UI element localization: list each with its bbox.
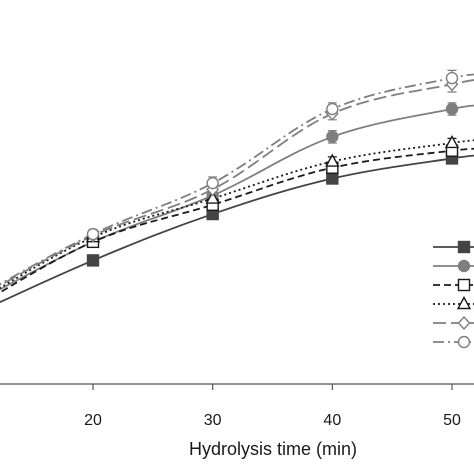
series-line-5 (0, 79, 474, 287)
data-point (326, 102, 339, 116)
data-markers (85, 71, 460, 267)
data-point (325, 153, 340, 167)
legend (433, 240, 474, 349)
legend-marker-3 (457, 278, 471, 292)
series-line-3 (0, 147, 474, 294)
error-bars (88, 69, 457, 266)
legend-marker-6 (457, 335, 471, 349)
data-point (206, 176, 219, 190)
x-tick-label: 30 (204, 412, 222, 429)
data-point (445, 71, 459, 85)
x-tick-label: 40 (323, 412, 341, 429)
x-tick-label: 20 (84, 412, 102, 429)
series-line-2 (0, 104, 474, 291)
series-lines (0, 73, 474, 304)
data-point (86, 227, 100, 241)
legend-marker-4 (456, 296, 472, 310)
legend-marker-5 (457, 315, 471, 331)
x-tick-label: 50 (443, 412, 461, 429)
data-point (326, 130, 339, 144)
legend-marker-2 (457, 259, 471, 273)
series-line-1 (0, 154, 474, 304)
data-point (205, 190, 220, 204)
data-point (86, 254, 100, 267)
data-point (445, 102, 459, 116)
x-axis-title: Hydrolysis time (min) (189, 439, 357, 459)
series-line-4 (0, 139, 474, 289)
x-axis-ticks: 20 30 40 50 (84, 384, 461, 429)
series-line-6 (0, 73, 474, 286)
data-point (326, 172, 339, 185)
data-point (444, 135, 460, 149)
legend-marker-1 (457, 240, 471, 254)
